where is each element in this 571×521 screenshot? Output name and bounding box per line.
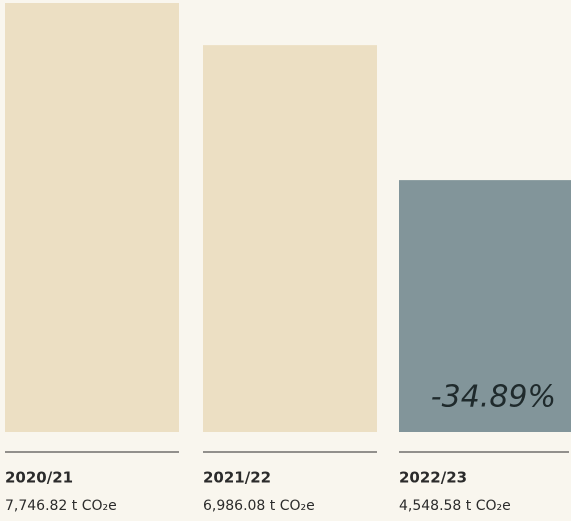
- bar: [399, 180, 571, 432]
- value-label: 4,548.58 t CO₂e: [399, 498, 511, 514]
- category-label: 2020/21: [5, 469, 73, 487]
- bar: [5, 3, 179, 432]
- value-label: 6,986.08 t CO₂e: [203, 498, 315, 514]
- category-label: 2021/22: [203, 469, 271, 487]
- category-label: 2022/23: [399, 469, 467, 487]
- bar: [203, 45, 377, 432]
- value-label: 7,746.82 t CO₂e: [5, 498, 117, 514]
- annotation: -34.89%: [431, 380, 556, 415]
